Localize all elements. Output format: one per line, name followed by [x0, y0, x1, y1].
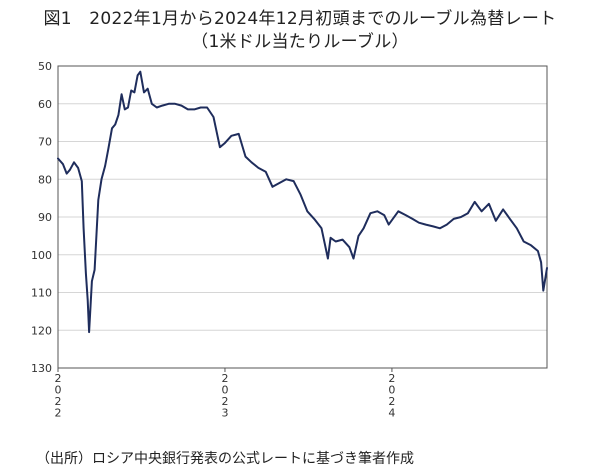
x-tick-char: 2: [388, 372, 395, 385]
plot-area-frame: [57, 65, 548, 369]
x-tick-label: 2024: [388, 372, 395, 420]
x-tick-char: 0: [55, 384, 62, 397]
x-tick-label: 2022: [55, 372, 62, 420]
chart-title: 図1 2022年1月から2024年12月初頭までのルーブル為替レート （1米ドル…: [0, 8, 600, 54]
x-tick-char: 2: [388, 395, 395, 408]
x-tick-char: 0: [388, 384, 395, 397]
x-tick-char: 2: [55, 407, 62, 420]
y-tick-label: 80: [38, 173, 52, 186]
y-tick-label: 120: [31, 324, 52, 337]
y-tick-label: 70: [38, 136, 52, 149]
y-tick-label: 100: [31, 249, 52, 262]
chart-subtitle: （1米ドル当たりルーブル）: [191, 32, 409, 52]
x-tick-char: 3: [221, 407, 228, 420]
series-line: [57, 70, 548, 334]
x-tick-char: 2: [221, 395, 228, 408]
x-tick-char: 2: [221, 372, 228, 385]
x-tick-char: 2: [55, 372, 62, 385]
y-tick-label: 130: [31, 362, 52, 375]
chart-title-line1: 図1 2022年1月から2024年12月初頭までのルーブル為替レート: [43, 9, 557, 29]
x-tick-char: 0: [221, 384, 228, 397]
x-tick-char: 2: [55, 395, 62, 408]
y-tick-label: 110: [31, 287, 52, 300]
y-tick-label: 60: [38, 98, 52, 111]
source-note: （出所）ロシア中央銀行発表の公式レートに基づき筆者作成: [36, 451, 414, 467]
y-tick-label: 90: [38, 211, 52, 224]
y-tick-label: 50: [38, 60, 52, 73]
x-tick-char: 4: [388, 407, 395, 420]
